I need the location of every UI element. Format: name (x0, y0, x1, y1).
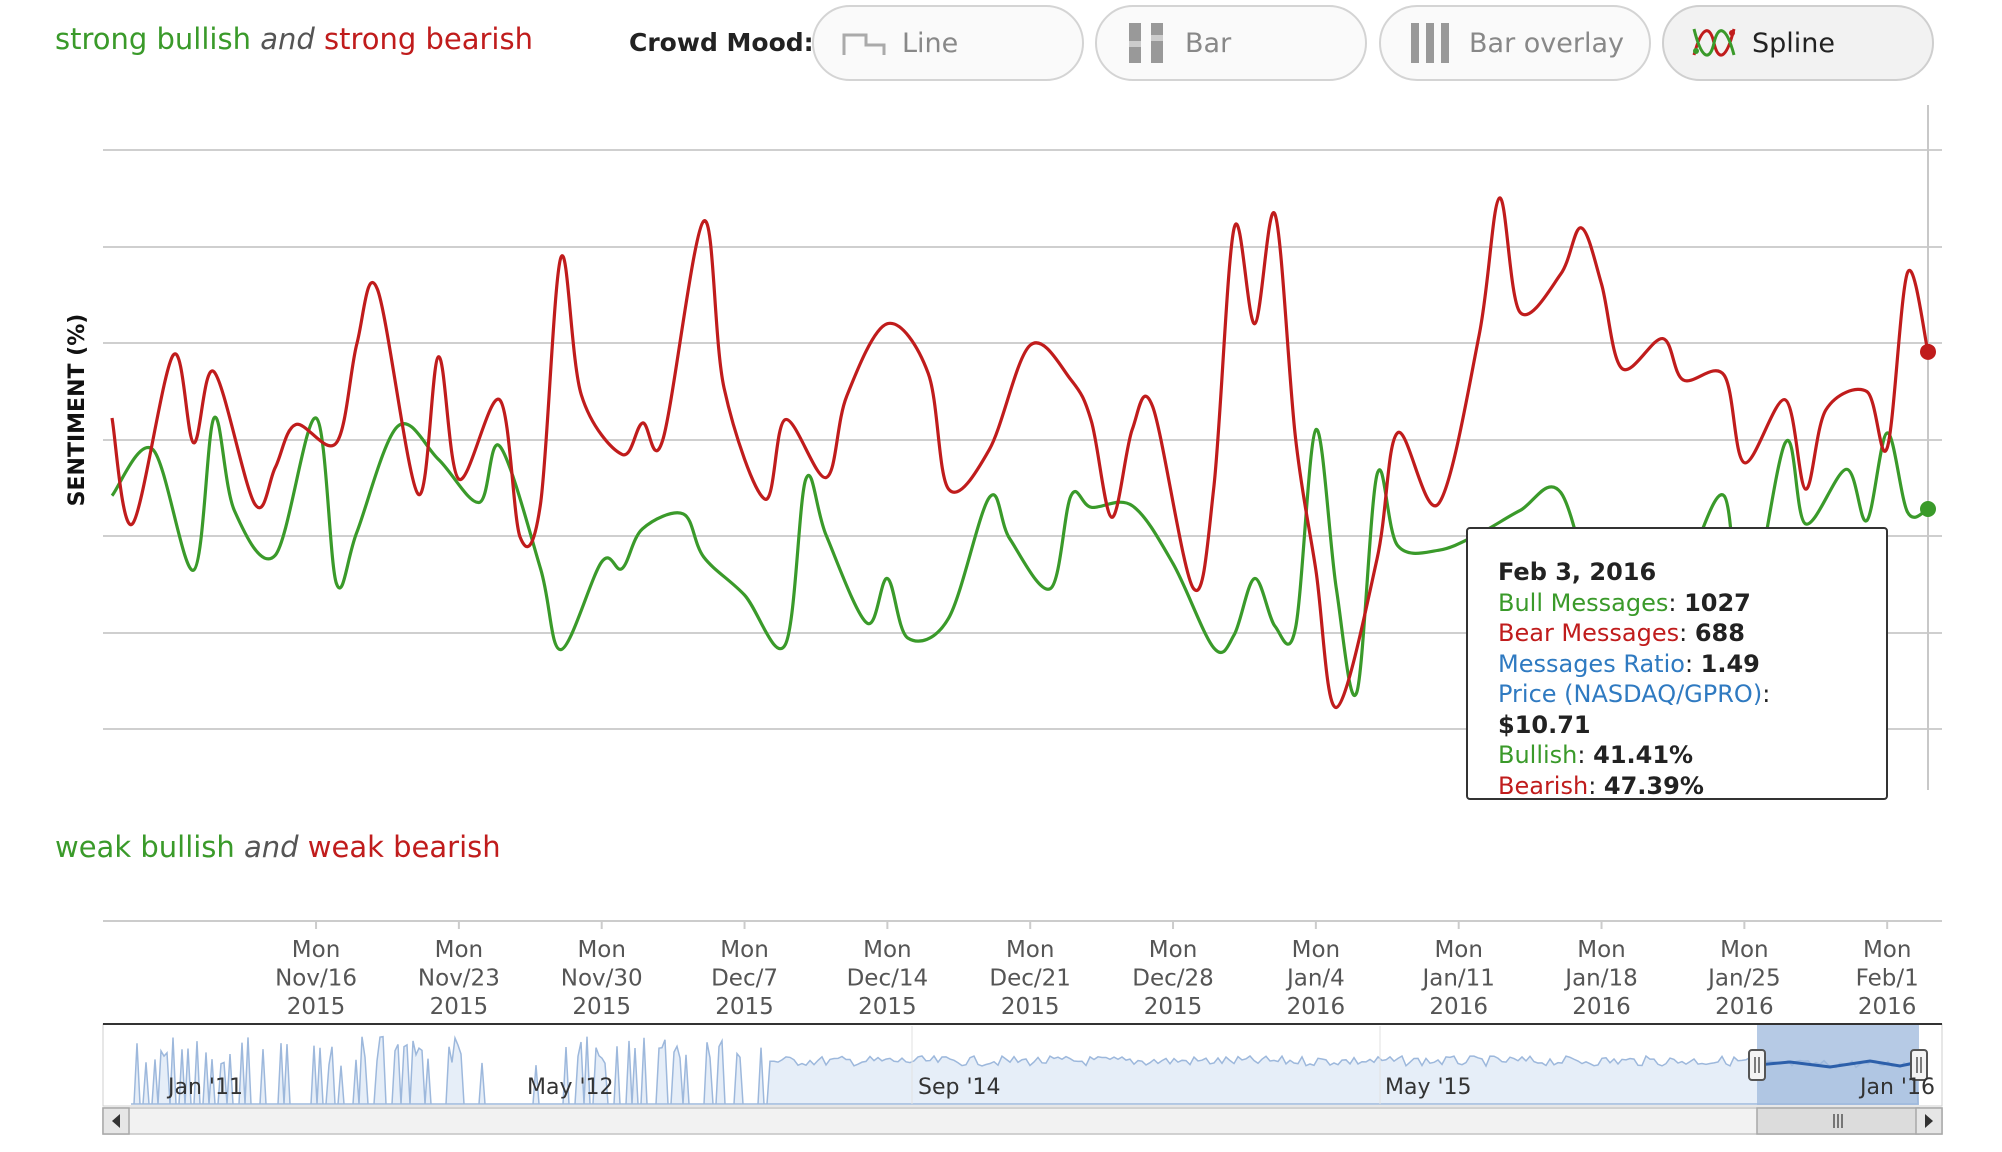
navigator-date-label: Jan '11 (166, 1075, 243, 1100)
tooltip-date: Feb 3, 2016 (1498, 558, 1657, 586)
bullish-last-point-marker (1920, 500, 1936, 517)
tooltip-row: Bullish: 41.41% (1498, 741, 1694, 769)
x-tick-label: Mon Jan/25 2016 (1706, 937, 1780, 1020)
tooltip-row: Messages Ratio: 1.49 (1498, 649, 1760, 678)
legend-conjunction: and (244, 830, 299, 864)
tooltip-row-label: Price (NASDAQ/GPRO) (1498, 680, 1763, 708)
spline-mode-button[interactable]: Spline (1662, 5, 1934, 81)
strong-bearish-label: strong bearish (323, 22, 533, 56)
bar-overlay-mode-label: Bar overlay (1469, 27, 1624, 59)
x-tick-label: Mon Jan/4 2016 (1285, 937, 1345, 1020)
x-tick-label: Mon Dec/21 2015 (989, 937, 1071, 1020)
line-mode-label: Line (902, 27, 959, 59)
strong-bullish-label: strong bullish (55, 22, 251, 56)
x-tick-label: Mon Nov/30 2015 (561, 937, 643, 1020)
grid-lines (103, 149, 1942, 730)
tooltip-row-value: 1.49 (1700, 649, 1760, 678)
spline-icon (1692, 28, 1736, 57)
navigator-date-label: Sep '14 (918, 1075, 1001, 1100)
navigator-handle[interactable] (1910, 1049, 1928, 1081)
chevron-right-icon (1925, 1114, 1933, 1128)
bar-icon (1129, 23, 1163, 63)
tooltip-row-value: 47.39% (1603, 771, 1704, 800)
tooltip-row-label: Bullish (1498, 741, 1578, 769)
navigator-date-label: Jan '16 (1858, 1075, 1935, 1100)
tooltip-row-label: Bearish (1498, 771, 1589, 800)
line-mode-button[interactable]: Line (812, 5, 1084, 81)
data-tooltip: Feb 3, 2016 Bull Messages: 1027 Bear Mes… (1466, 527, 1888, 800)
x-tick-label: Mon Dec/14 2015 (847, 937, 929, 1020)
spline-mode-label: Spline (1752, 27, 1836, 59)
tooltip-row: Price (NASDAQ/GPRO): $10.71 (1498, 680, 1771, 739)
x-tick-label: Mon Jan/11 2016 (1420, 937, 1494, 1020)
crowd-mood-label: Crowd Mood: (629, 28, 814, 57)
x-tick-label: Mon Feb/1 2016 (1856, 937, 1919, 1020)
x-tick-label: Mon Dec/28 2015 (1132, 937, 1214, 1020)
weak-bullish-label: weak bullish (55, 830, 235, 864)
tooltip-row-label: Messages Ratio (1498, 649, 1685, 678)
scroll-left-button[interactable] (102, 1107, 130, 1135)
x-axis: Mon Nov/16 2015 Mon Nov/23 2015 Mon Nov/30 2015 M… (103, 920, 1942, 1020)
y-axis-title: SENTIMENT (%) (65, 314, 90, 507)
chevron-left-icon (112, 1114, 120, 1128)
navigator-history-series (131, 1035, 1919, 1105)
tooltip-row: Bull Messages: 1027 (1498, 588, 1751, 617)
navigator[interactable]: Jan '11 May '12 Sep '14 May '15 Jan '16 (102, 1023, 1943, 1135)
bar-mode-button[interactable]: Bar (1095, 5, 1367, 81)
strong-sentiment-legend: strong bullish and strong bearish (55, 22, 533, 56)
scroll-right-button[interactable] (1915, 1107, 1943, 1135)
tooltip-row-value: $10.71 (1498, 710, 1591, 739)
x-tick-label: Mon Dec/7 2015 (711, 937, 778, 1020)
navigator-date-label: May '15 (1385, 1075, 1472, 1100)
bearish-series-line (110, 196, 1930, 710)
x-tick-label: Mon Nov/16 2015 (275, 937, 357, 1020)
step-line-icon (842, 33, 886, 55)
x-tick-label: Mon Jan/18 2016 (1563, 937, 1637, 1020)
x-tick-label: Mon Nov/23 2015 (418, 937, 500, 1020)
scrollbar-grip-icon (1833, 1114, 1843, 1128)
tooltip-row: Bearish: 47.39% (1498, 771, 1704, 800)
tooltip-row-value: 1027 (1684, 588, 1751, 617)
legend-conjunction: and (260, 22, 315, 56)
navigator-date-label: May '12 (527, 1075, 614, 1100)
weak-sentiment-legend: weak bullish and weak bearish (55, 830, 501, 864)
bar-overlay-mode-button[interactable]: Bar overlay (1379, 5, 1651, 81)
bearish-last-point-marker (1920, 343, 1936, 360)
navigator-selected-series (1756, 1059, 1920, 1069)
tooltip-row: Bear Messages: 688 (1498, 619, 1745, 647)
tooltip-row-value: 41.41% (1593, 741, 1694, 769)
weak-bearish-label: weak bearish (307, 830, 501, 864)
tooltip-row-value: 688 (1694, 619, 1745, 647)
tooltip-row-label: Bear Messages (1498, 619, 1680, 647)
scrollbar-track[interactable] (102, 1107, 1943, 1135)
bar-overlay-icon (1411, 23, 1449, 63)
bar-mode-label: Bar (1185, 27, 1232, 59)
tooltip-row-label: Bull Messages (1498, 588, 1669, 617)
navigator-handle[interactable] (1748, 1049, 1766, 1081)
